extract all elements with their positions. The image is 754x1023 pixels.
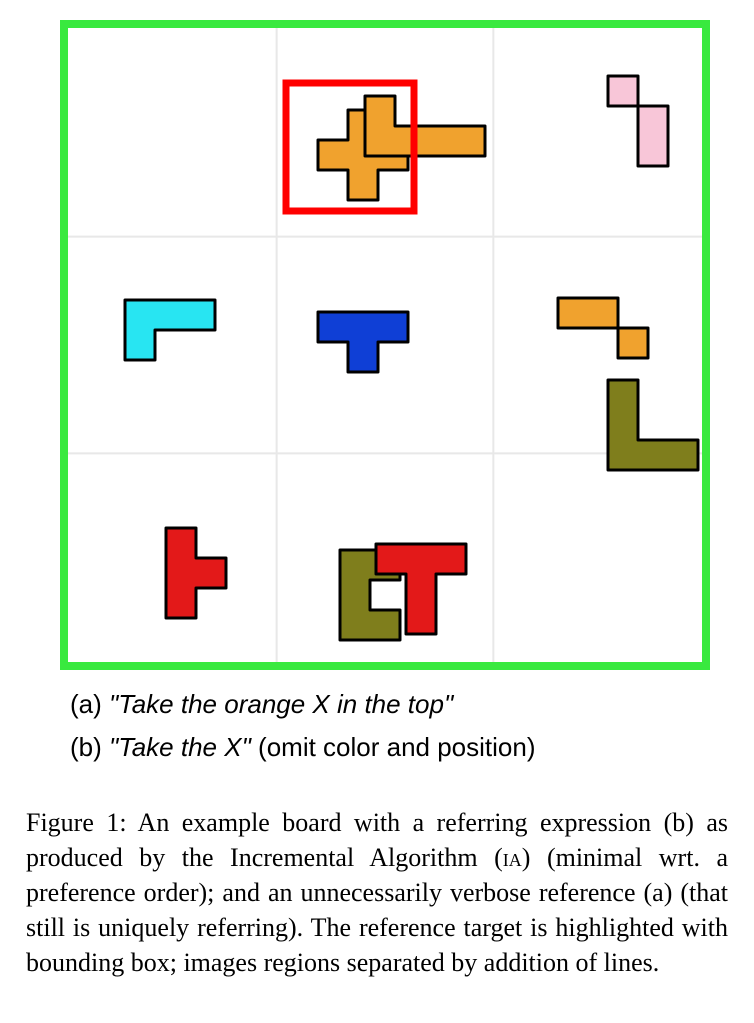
under-label-a-text: "Take the orange X in the top" bbox=[109, 689, 453, 719]
caption-lead: Figure 1: bbox=[26, 808, 127, 837]
under-label-b-key: (b) bbox=[70, 732, 109, 762]
under-label-a: (a) "Take the orange X in the top" bbox=[70, 685, 694, 724]
caption-smallcaps: ia bbox=[503, 843, 522, 872]
figure-board bbox=[60, 20, 694, 675]
under-label-b-after: (omit color and position) bbox=[251, 732, 536, 762]
figure-board-container bbox=[20, 20, 734, 675]
board-svg bbox=[60, 20, 710, 670]
figure-under-labels: (a) "Take the orange X in the top" (b) "… bbox=[20, 685, 734, 767]
under-label-b: (b) "Take the X" (omit color and positio… bbox=[70, 728, 694, 767]
under-label-a-key: (a) bbox=[70, 689, 109, 719]
figure-caption: Figure 1: An example board with a referr… bbox=[20, 805, 734, 980]
under-label-b-text: "Take the X" bbox=[109, 732, 251, 762]
